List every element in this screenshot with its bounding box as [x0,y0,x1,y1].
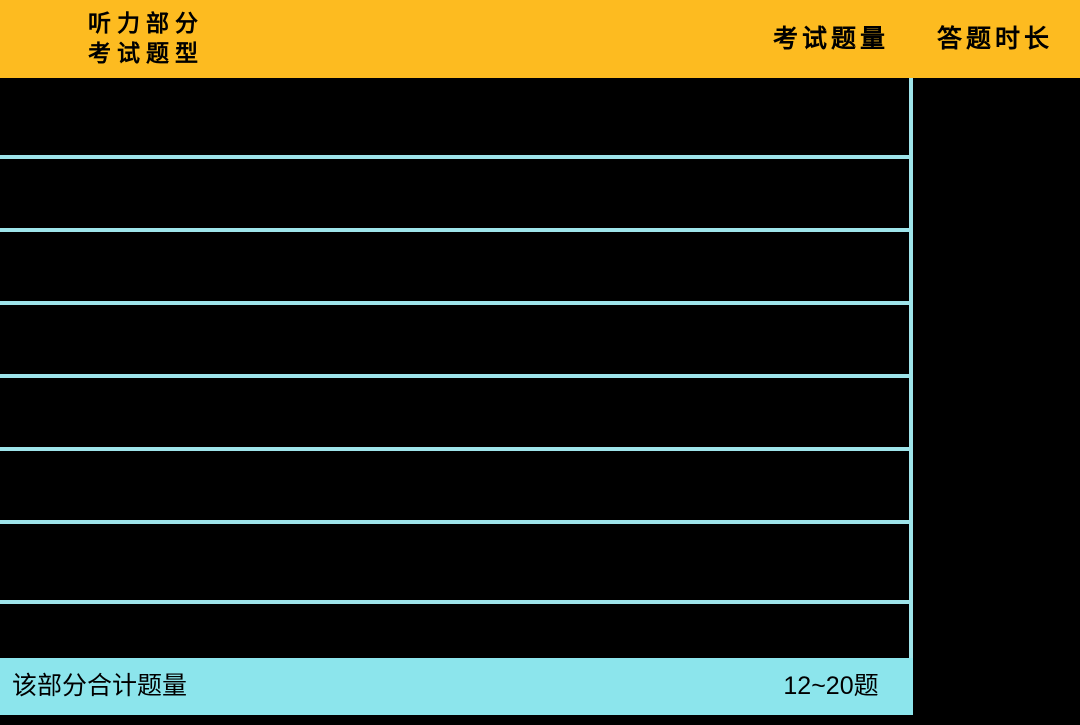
table-row [0,159,909,228]
row-separator [0,301,913,305]
header-title-line2: 考试题型 [88,40,204,66]
table-body [0,78,1080,658]
total-row-label: 该部分合计题量 [12,672,188,700]
row-separator [0,228,913,232]
table-row [0,451,909,520]
total-row: 该部分合计题量 12~20题 [0,658,913,715]
row-separator [0,374,913,378]
row-separator [0,155,913,159]
column-divider [909,78,913,658]
header-title: 听力部分 考试题型 [88,8,204,68]
table-row [0,524,909,600]
row-separator [0,520,913,524]
total-row-value: 12~20题 [783,672,879,700]
table-row [0,378,909,447]
header-title-line1: 听力部分 [88,10,204,36]
table-row [0,305,909,374]
table-row [0,232,909,301]
column-header-answer-duration: 答题时长 [936,25,1053,53]
table-row [0,604,909,658]
bottom-strip [0,715,1080,725]
table-header-bar: 听力部分 考试题型 考试题量 答题时长 [0,0,1080,78]
row-separator [0,600,913,604]
column-header-question-count: 考试题量 [772,25,889,53]
row-separator [0,447,913,451]
table-row [0,78,909,155]
